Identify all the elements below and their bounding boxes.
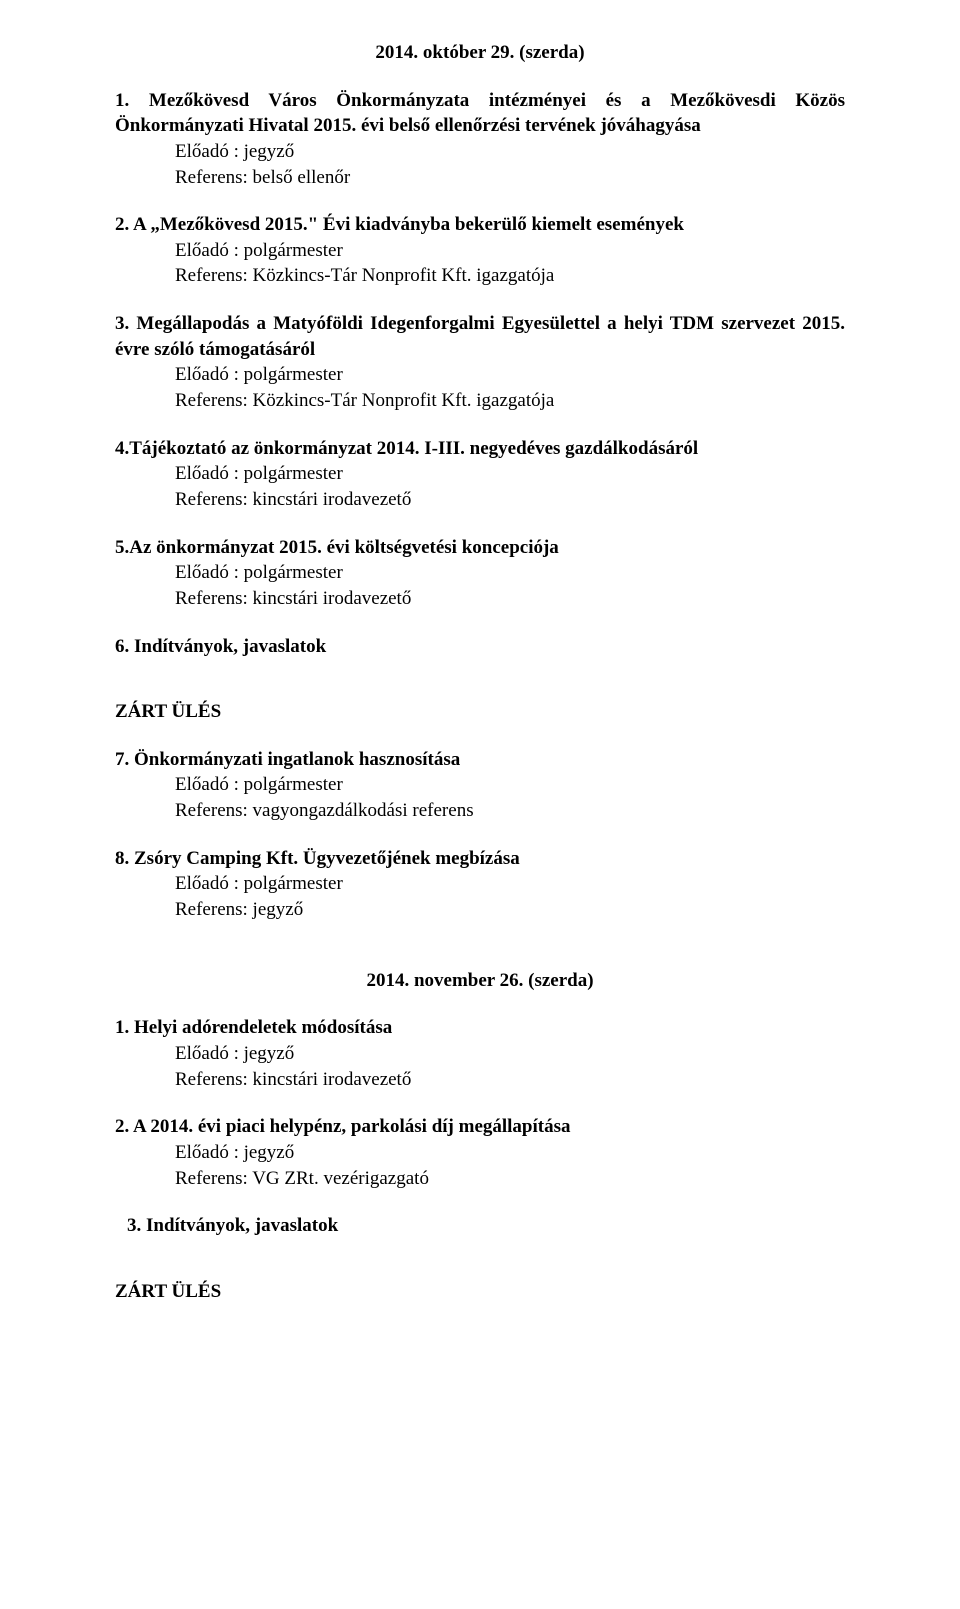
referent-line: Referens: kincstári irodavezető — [115, 586, 845, 612]
agenda-title: 4.Tájékoztató az önkormányzat 2014. I-II… — [115, 436, 845, 462]
agenda-title: 3. Indítványok, javaslatok — [127, 1215, 338, 1236]
presenter-line: Előadó : jegyző — [115, 1140, 845, 1166]
agenda-title: 8. Zsóry Camping Kft. Ügyvezetőjének meg… — [115, 846, 845, 872]
agenda-item: 1. Helyi adórendeletek módosításaElőadó … — [115, 1015, 845, 1092]
referent-line: Referens: VG ZRt. vezérigazgató — [115, 1166, 845, 1192]
referent-line: Referens: jegyző — [115, 897, 845, 923]
referent-line: Referens: kincstári irodavezető — [115, 1067, 845, 1093]
presenter-line: Előadó : polgármester — [115, 238, 845, 264]
presenter-line: Előadó : polgármester — [115, 560, 845, 586]
presenter-line: Előadó : jegyző — [115, 139, 845, 165]
agenda-title: 2. A 2014. évi piaci helypénz, parkolási… — [115, 1114, 845, 1140]
agenda-title: 1. Mezőkövesd Város Önkormányzata intézm… — [115, 88, 845, 139]
agenda-item: 1. Mezőkövesd Város Önkormányzata intézm… — [115, 88, 845, 191]
agenda-item: 2. A „Mezőkövesd 2015." Évi kiadványba b… — [115, 212, 845, 289]
agenda-item: 4.Tájékoztató az önkormányzat 2014. I-II… — [115, 436, 845, 513]
agenda-title: 7. Önkormányzati ingatlanok hasznosítása — [115, 747, 845, 773]
agenda-item: 3. Megállapodás a Matyóföldi Idegenforga… — [115, 311, 845, 414]
agenda-title: 6. Indítványok, javaslatok — [115, 636, 326, 657]
agenda-plain-c: 3. Indítványok, javaslatok — [127, 1213, 845, 1239]
referent-line: Referens: Közkincs-Tár Nonprofit Kft. ig… — [115, 263, 845, 289]
referent-line: Referens: Közkincs-Tár Nonprofit Kft. ig… — [115, 388, 845, 414]
agenda-item: 5.Az önkormányzat 2015. évi költségvetés… — [115, 535, 845, 612]
agenda-title: 3. Megállapodás a Matyóföldi Idegenforga… — [115, 311, 845, 362]
agenda-title: 5.Az önkormányzat 2015. évi költségvetés… — [115, 535, 845, 561]
referent-line: Referens: belső ellenőr — [115, 165, 845, 191]
presenter-line: Előadó : polgármester — [115, 362, 845, 388]
agenda-item: 2. A 2014. évi piaci helypénz, parkolási… — [115, 1114, 845, 1191]
agenda-plain-a: 6. Indítványok, javaslatok — [115, 634, 845, 660]
agenda-title: 1. Helyi adórendeletek módosítása — [115, 1015, 845, 1041]
referent-line: Referens: kincstári irodavezető — [115, 487, 845, 513]
presenter-line: Előadó : polgármester — [115, 461, 845, 487]
presenter-line: Előadó : jegyző — [115, 1041, 845, 1067]
closed-session-2: ZÁRT ÜLÉS — [115, 1279, 845, 1305]
presenter-line: Előadó : polgármester — [115, 772, 845, 798]
agenda-item: 7. Önkormányzati ingatlanok hasznosítása… — [115, 747, 845, 824]
referent-line: Referens: vagyongazdálkodási referens — [115, 798, 845, 824]
presenter-line: Előadó : polgármester — [115, 871, 845, 897]
date-header-1: 2014. október 29. (szerda) — [115, 40, 845, 66]
closed-session-1: ZÁRT ÜLÉS — [115, 699, 845, 725]
date-header-2: 2014. november 26. (szerda) — [115, 968, 845, 994]
agenda-title: 2. A „Mezőkövesd 2015." Évi kiadványba b… — [115, 212, 845, 238]
agenda-item: 8. Zsóry Camping Kft. Ügyvezetőjének meg… — [115, 846, 845, 923]
